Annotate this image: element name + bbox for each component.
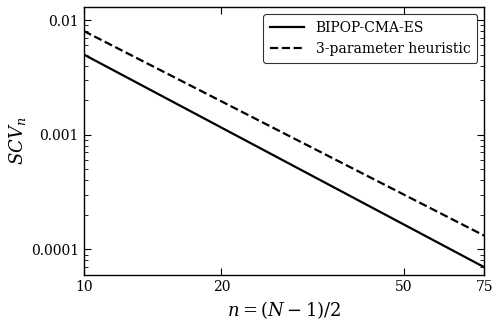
Y-axis label: $SCV_n$: $SCV_n$ xyxy=(7,117,28,165)
3-parameter heuristic xyxy=(370,177,376,181)
BIPOP-CMA-ES xyxy=(481,265,487,269)
3-parameter heuristic xyxy=(211,96,217,100)
BIPOP-CMA-ES xyxy=(211,122,217,126)
Legend: BIPOP-CMA-ES, 3-parameter heuristic: BIPOP-CMA-ES, 3-parameter heuristic xyxy=(263,14,478,63)
3-parameter heuristic xyxy=(372,178,378,182)
BIPOP-CMA-ES xyxy=(372,207,378,211)
BIPOP-CMA-ES xyxy=(80,52,86,56)
3-parameter heuristic xyxy=(129,53,135,57)
Line: 3-parameter heuristic: 3-parameter heuristic xyxy=(84,31,484,236)
BIPOP-CMA-ES xyxy=(370,206,376,210)
Line: BIPOP-CMA-ES: BIPOP-CMA-ES xyxy=(84,54,484,267)
X-axis label: $n = (N-1)/2$: $n = (N-1)/2$ xyxy=(227,299,341,321)
3-parameter heuristic xyxy=(80,29,86,33)
3-parameter heuristic xyxy=(481,234,487,238)
3-parameter heuristic xyxy=(332,158,338,162)
BIPOP-CMA-ES xyxy=(332,186,338,190)
BIPOP-CMA-ES xyxy=(129,78,135,82)
3-parameter heuristic xyxy=(240,110,246,114)
BIPOP-CMA-ES xyxy=(240,137,246,141)
